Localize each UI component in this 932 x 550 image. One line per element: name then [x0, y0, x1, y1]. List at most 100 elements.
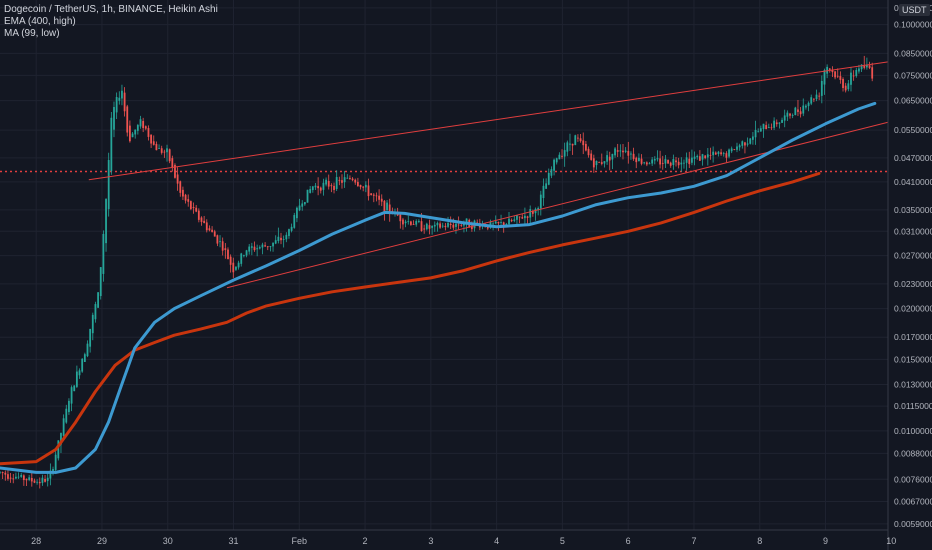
candle-body	[407, 221, 410, 223]
candle-body	[730, 148, 733, 152]
candle-body	[675, 160, 677, 163]
currency-badge: USDT	[899, 4, 930, 16]
candle-body	[15, 476, 17, 479]
candle-body	[208, 228, 211, 231]
candle-body	[759, 128, 762, 132]
candle-body	[470, 225, 473, 230]
candle-body	[558, 154, 561, 160]
candle-body	[144, 126, 147, 129]
candle-body	[62, 418, 65, 436]
candle-body	[762, 123, 765, 130]
y-tick-label: 0.1000000	[894, 20, 932, 30]
candle-body	[200, 217, 203, 222]
candle-body	[693, 156, 696, 159]
candle-body	[436, 222, 439, 226]
candle-body	[296, 207, 298, 219]
candle-body	[221, 241, 224, 251]
candle-body	[754, 129, 757, 138]
candle-body	[553, 159, 555, 171]
candle-body	[550, 169, 553, 176]
candle-body	[547, 172, 550, 185]
candle-body	[826, 66, 829, 74]
candle-body	[327, 180, 330, 187]
candle-body	[789, 113, 791, 116]
candle-body	[696, 155, 699, 158]
candle-body	[349, 177, 351, 179]
candle-body	[139, 119, 142, 127]
candle-body	[868, 65, 871, 68]
candle-body	[1, 472, 4, 474]
candle-body	[410, 221, 412, 225]
candle-body	[807, 102, 810, 107]
x-tick-label: 4	[494, 536, 499, 546]
candle-body	[335, 177, 338, 189]
candle-body	[195, 207, 198, 212]
candle-body	[741, 141, 744, 146]
candle-body	[309, 189, 312, 193]
chart-grid	[0, 0, 892, 530]
candle-body	[842, 78, 844, 89]
x-tick-label: 2	[363, 536, 368, 546]
candle-body	[834, 71, 836, 78]
candle-body	[595, 160, 598, 166]
candle-body	[107, 160, 110, 210]
x-tick-label: 28	[31, 536, 41, 546]
candle-body	[136, 125, 139, 131]
candle-body	[677, 161, 680, 166]
candle-body	[49, 470, 52, 479]
candle-body	[113, 107, 115, 130]
indicator-lines	[0, 101, 877, 474]
candle-body	[184, 194, 187, 201]
candle-body	[258, 247, 261, 249]
candle-body	[797, 109, 799, 112]
candle-body	[508, 218, 510, 225]
candle-body	[298, 205, 301, 211]
candle-body	[725, 153, 728, 158]
candle-body	[622, 150, 624, 153]
candle-body	[57, 440, 60, 459]
candle-body	[709, 155, 712, 156]
candle-body	[577, 137, 579, 139]
candle-body	[571, 143, 574, 146]
candle-body	[351, 178, 354, 181]
candle-body	[0, 471, 1, 473]
candle-body	[89, 328, 92, 347]
candle-body	[301, 203, 304, 207]
candle-body	[73, 385, 76, 392]
candle-body	[815, 94, 818, 100]
candle-body	[380, 198, 383, 202]
y-tick-label: 0.0170000	[894, 332, 932, 342]
candle-body	[54, 454, 57, 470]
candle-body	[75, 371, 78, 387]
candle-body	[404, 221, 407, 224]
y-tick-label: 0.0150000	[894, 354, 932, 364]
y-tick-label: 0.0850000	[894, 48, 932, 58]
candle-body	[412, 224, 415, 225]
candle-body	[492, 223, 494, 225]
candle-body	[171, 158, 174, 168]
candle-body	[388, 204, 391, 214]
trendline	[226, 121, 889, 289]
candle-body	[455, 223, 457, 227]
candle-body	[7, 474, 9, 479]
y-tick-label: 0.0750000	[894, 70, 932, 80]
candle-body	[656, 158, 659, 160]
candle-body	[720, 152, 722, 155]
candle-body	[831, 69, 834, 73]
candle-body	[147, 128, 150, 137]
candle-body	[152, 141, 155, 145]
candle-body	[579, 138, 582, 142]
y-tick-label: 0.0550000	[894, 125, 932, 135]
candle-body	[680, 162, 683, 165]
candle-body	[584, 143, 587, 151]
y-tick-label: 0.0200000	[894, 304, 932, 314]
candle-body	[370, 193, 373, 196]
candle-body	[425, 223, 428, 230]
candle-body	[134, 129, 137, 135]
candle-body	[791, 115, 794, 116]
candle-body	[253, 246, 256, 251]
candle-body	[608, 156, 611, 161]
candle-body	[746, 143, 749, 145]
candle-body	[592, 158, 595, 168]
